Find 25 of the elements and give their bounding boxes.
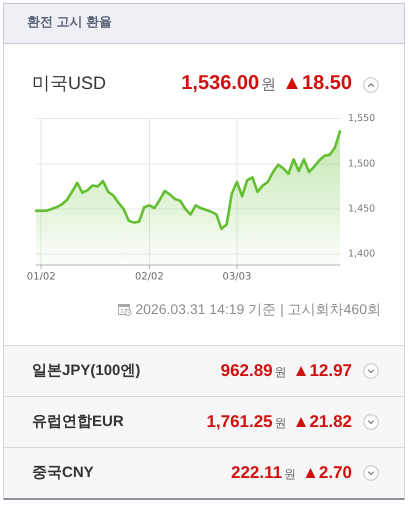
text: 1,761.25 [206,411,273,433]
text: 원 [274,415,287,432]
text: 1,536.00 [181,71,260,95]
text: 유럽연합EUR [32,412,124,432]
text: 222.11 [231,462,282,484]
y-tick-label: 1,400 [348,248,376,260]
y-tick-label: 1,500 [348,158,376,170]
text: 일본JPY(100엔) [32,361,140,381]
text: 원 [284,466,296,483]
x-tick-label: 02/02 [134,272,164,283]
x-tick-label: 01/02 [26,272,56,283]
text: 2026.03.31 14:19 기준 | 고시회차460회 [135,300,381,318]
text: ▲21.82 [292,411,352,433]
text: 중국CNY [32,463,94,483]
x-tick-label: 03/03 [222,272,252,283]
text: ▲2.70 [302,462,352,484]
text: 962.89 [220,360,273,382]
text: 미국USD [32,72,106,95]
text: ▲18.50 [282,71,352,95]
text: 원 [261,75,276,95]
text: 원 [274,364,287,381]
chart-title: 환전 고시 환율 [27,13,112,31]
y-tick-label: 1,450 [348,203,376,214]
y-tick-label: 1,550 [348,113,376,124]
text: ▲12.97 [292,360,352,382]
